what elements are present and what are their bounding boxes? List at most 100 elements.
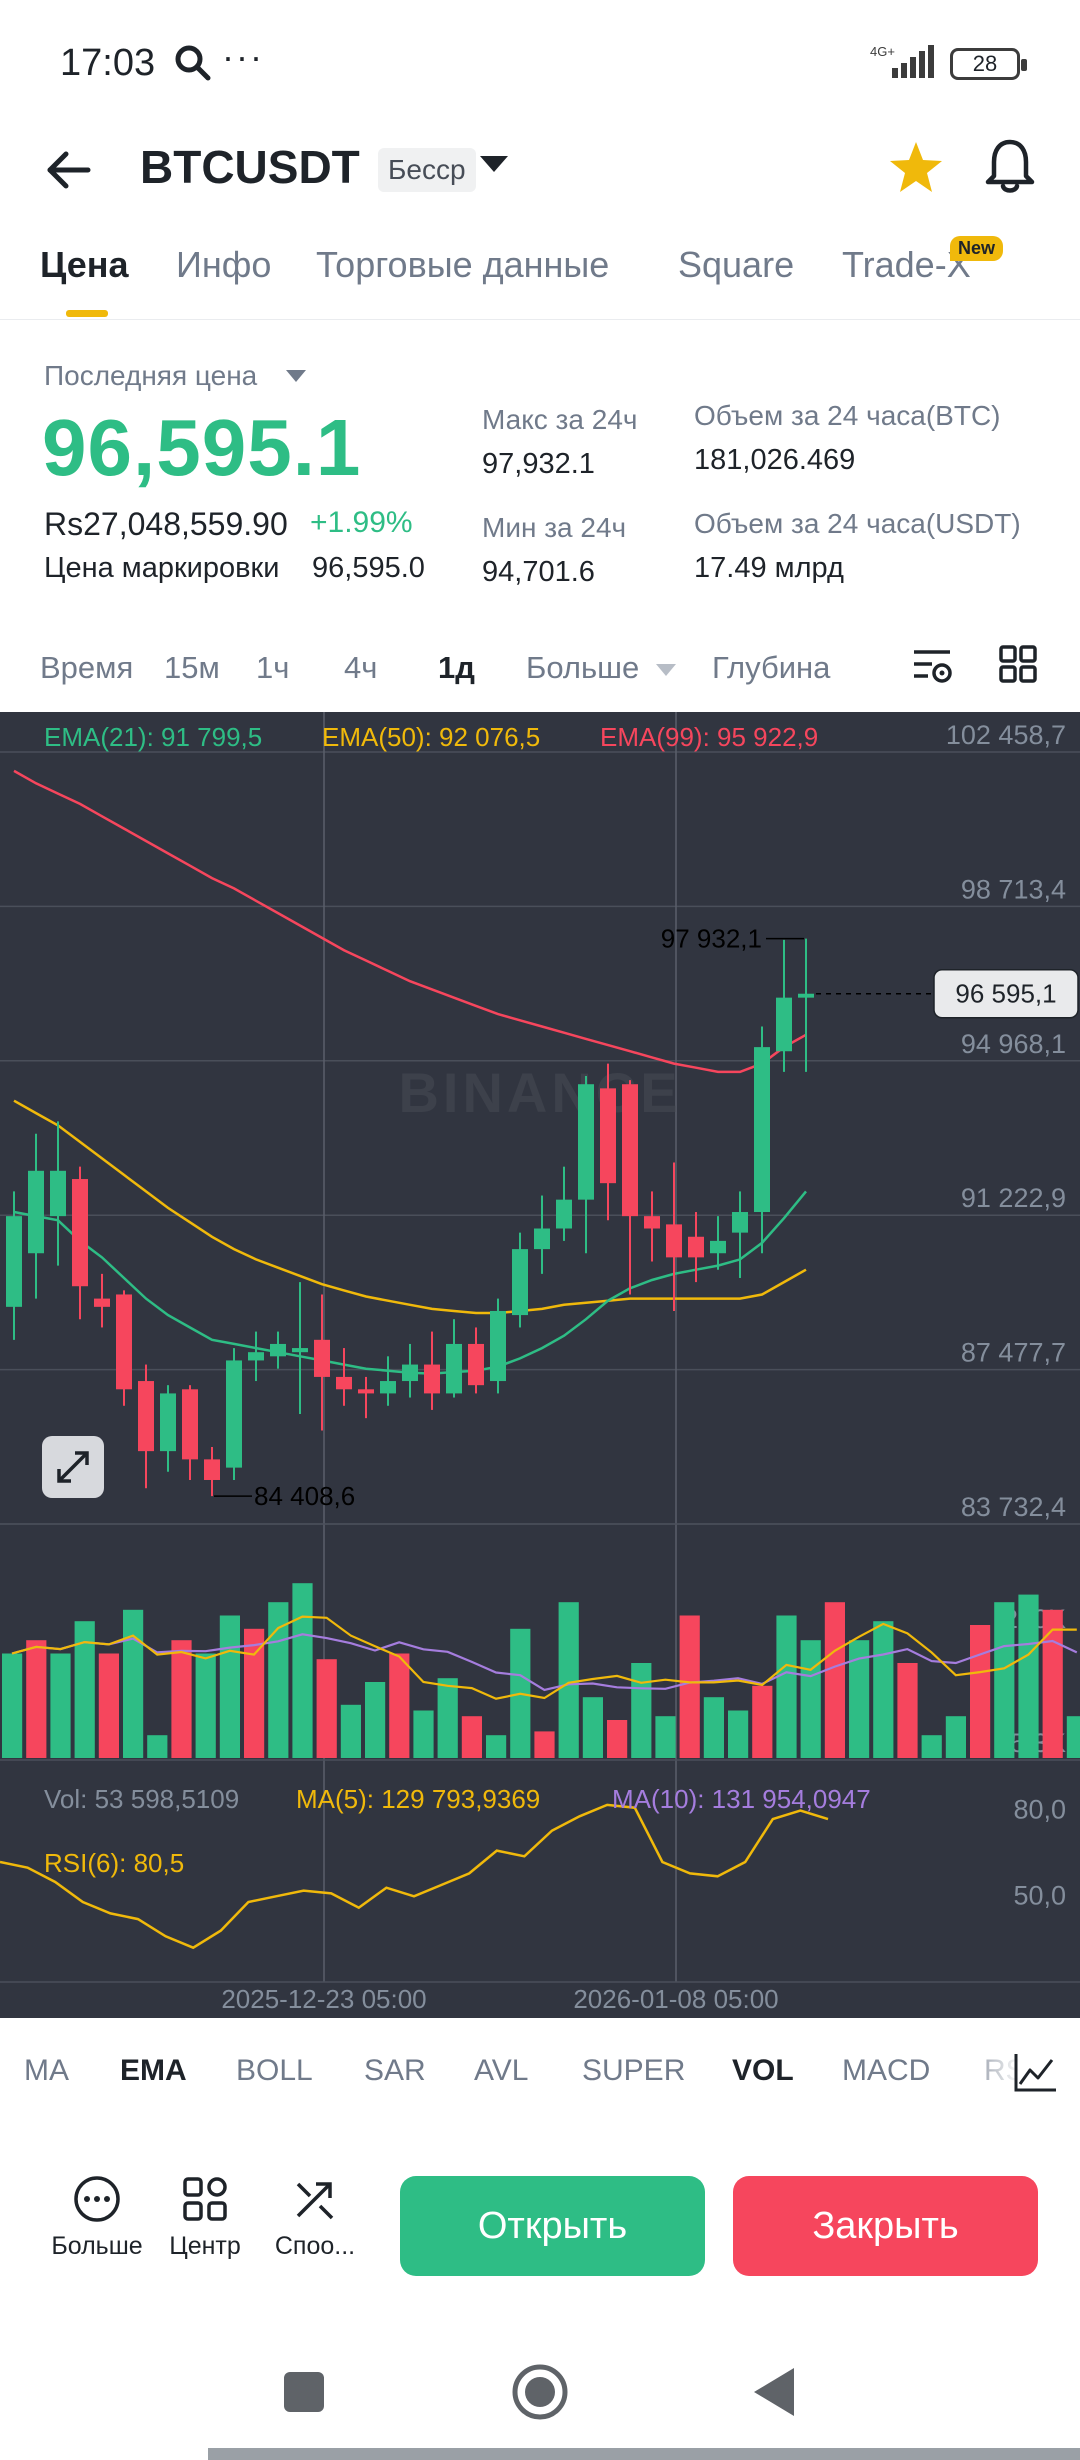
home-circle-icon[interactable] — [510, 2362, 570, 2422]
center-grid-icon — [183, 2177, 227, 2221]
expand-icon — [57, 1451, 89, 1483]
tf-time[interactable]: Время — [40, 650, 134, 685]
volume-bar — [800, 1640, 821, 1758]
indicator-ma[interactable]: MA — [24, 2054, 69, 2087]
volume-bar — [316, 1659, 337, 1758]
ema21-legend: EMA(21): 91 799,5 — [44, 722, 263, 752]
last-price-caret-icon[interactable] — [286, 370, 306, 382]
low-24h-value: 94,701.6 — [482, 556, 595, 588]
tf-15m[interactable]: 15м — [164, 650, 220, 685]
candle-body — [468, 1343, 484, 1386]
low-marker-label: 84 408,6 — [254, 1481, 355, 1511]
more-caret-icon[interactable] — [656, 664, 676, 676]
candle-body — [798, 993, 814, 998]
volume-bar — [703, 1697, 724, 1758]
candlestick-chart-svg[interactable]: 102 458,7 98 713,4 94 968,1 91 222,9 87 477,… — [0, 712, 1080, 2018]
volume-bar — [2, 1653, 23, 1758]
more-dots-icon: ··· — [222, 36, 264, 77]
center-action[interactable]: Центр — [150, 2174, 260, 2261]
candle-body — [754, 1047, 770, 1213]
status-bar: 17:03 ··· 4G+ 28 — [0, 0, 1080, 130]
indicator-super[interactable]: SUPER — [582, 2054, 686, 2087]
volume-bar — [195, 1653, 216, 1758]
volume-bar — [389, 1653, 410, 1758]
bottom-action-bar: Больше Центр Споо... Открыть Закрыть — [0, 2140, 1080, 2290]
candle-body — [776, 997, 792, 1052]
layout-grid-icon[interactable] — [998, 644, 1038, 684]
volume-bar — [873, 1621, 894, 1758]
back-arrow-icon[interactable] — [44, 146, 92, 194]
more-action[interactable]: Больше — [42, 2174, 152, 2261]
current-price-label: 96 595,1 — [955, 979, 1056, 1009]
pair-dropdown-caret-icon[interactable] — [480, 156, 508, 172]
volume-bar — [994, 1602, 1015, 1758]
tf-4h[interactable]: 4ч — [344, 650, 378, 685]
indicator-avl[interactable]: AVL — [474, 2054, 529, 2087]
indicator-ema[interactable]: EMA — [120, 2054, 187, 2087]
contract-type-badge: Бесср — [378, 148, 476, 192]
tab-price[interactable]: Цена — [40, 244, 129, 285]
candle-body — [578, 1084, 594, 1200]
volume-bar — [50, 1653, 71, 1758]
candle-body — [710, 1240, 726, 1254]
volume-bar — [171, 1640, 192, 1758]
indicator-vol[interactable]: VOL — [732, 2054, 794, 2087]
recents-square-icon[interactable] — [284, 2372, 324, 2412]
volume-bar — [365, 1682, 386, 1758]
candle-body — [116, 1294, 132, 1390]
tab-square[interactable]: Square — [678, 244, 795, 285]
signal-icon: 4G+ — [870, 44, 934, 78]
candle-body — [182, 1389, 198, 1460]
tab-trading-data[interactable]: Торговые данные — [316, 244, 610, 285]
status-time: 17:03 — [60, 42, 156, 84]
rsi-legend: RSI(6): 80,5 — [44, 1848, 185, 1878]
tab-trade-x[interactable]: Trade-X — [842, 244, 971, 285]
tab-bar: Цена Инфо Торговые данные Square Trade-X… — [0, 228, 1080, 320]
tf-more[interactable]: Больше — [526, 650, 640, 685]
favorite-star-icon[interactable] — [884, 136, 948, 200]
tab-info[interactable]: Инфо — [176, 244, 272, 285]
chart-settings-icon[interactable] — [910, 644, 954, 688]
indicator-sar[interactable]: SAR — [364, 2054, 426, 2087]
open-position-button[interactable]: Открыть — [400, 2176, 705, 2276]
price-chart[interactable]: 102 458,7 98 713,4 94 968,1 91 222,9 87 477,… — [0, 712, 1080, 2018]
ema50-legend: EMA(50): 92 076,5 — [322, 722, 541, 752]
candle-body — [622, 1084, 638, 1217]
indicator-macd[interactable]: MACD — [842, 2054, 931, 2087]
swap-icon — [296, 2182, 334, 2220]
close-position-button[interactable]: Закрыть — [733, 2176, 1038, 2276]
active-tab-indicator — [66, 310, 108, 317]
candle-body — [358, 1389, 374, 1394]
indicator-settings-icon[interactable] — [1014, 2050, 1058, 2094]
volume-bar — [461, 1716, 482, 1758]
more-circle-icon — [74, 2176, 120, 2222]
alert-bell-icon[interactable] — [982, 136, 1038, 196]
ema99-line — [13, 769, 807, 1074]
candle-body — [424, 1364, 440, 1394]
candle-body — [94, 1298, 110, 1307]
candle-body — [534, 1228, 550, 1250]
vol-btc-label: Объем за 24 часа(BTC) — [694, 400, 1001, 431]
expand-chart-button[interactable] — [42, 1436, 104, 1498]
spot-action[interactable]: Споо... — [260, 2174, 370, 2261]
ma10-line — [11, 1633, 1078, 1692]
volume-bar — [486, 1735, 507, 1758]
y-tick-label: 98 713,4 — [961, 874, 1066, 904]
indicator-bar: MA EMA BOLL SAR AVL SUPER VOL MACD RS — [0, 2030, 1080, 2118]
last-price-label[interactable]: Последняя цена — [44, 360, 258, 391]
indicator-boll[interactable]: BOLL — [236, 2054, 313, 2087]
candle-body — [490, 1310, 506, 1382]
tf-1d[interactable]: 1д — [438, 650, 475, 685]
candle-body — [600, 1088, 616, 1184]
volume-bar — [1042, 1609, 1063, 1758]
candle-body — [50, 1170, 66, 1217]
tf-depth[interactable]: Глубина — [712, 650, 831, 685]
back-triangle-icon[interactable] — [752, 2366, 796, 2418]
binance-watermark: BINANCE — [398, 1061, 681, 1124]
pair-title[interactable]: BTCUSDT — [140, 141, 360, 193]
volume-bar — [921, 1735, 942, 1758]
more-action-label: Больше — [51, 2232, 143, 2260]
ema50-line — [13, 1099, 807, 1315]
tf-1h[interactable]: 1ч — [256, 650, 290, 685]
mark-price-label: Цена маркировки — [44, 552, 280, 584]
